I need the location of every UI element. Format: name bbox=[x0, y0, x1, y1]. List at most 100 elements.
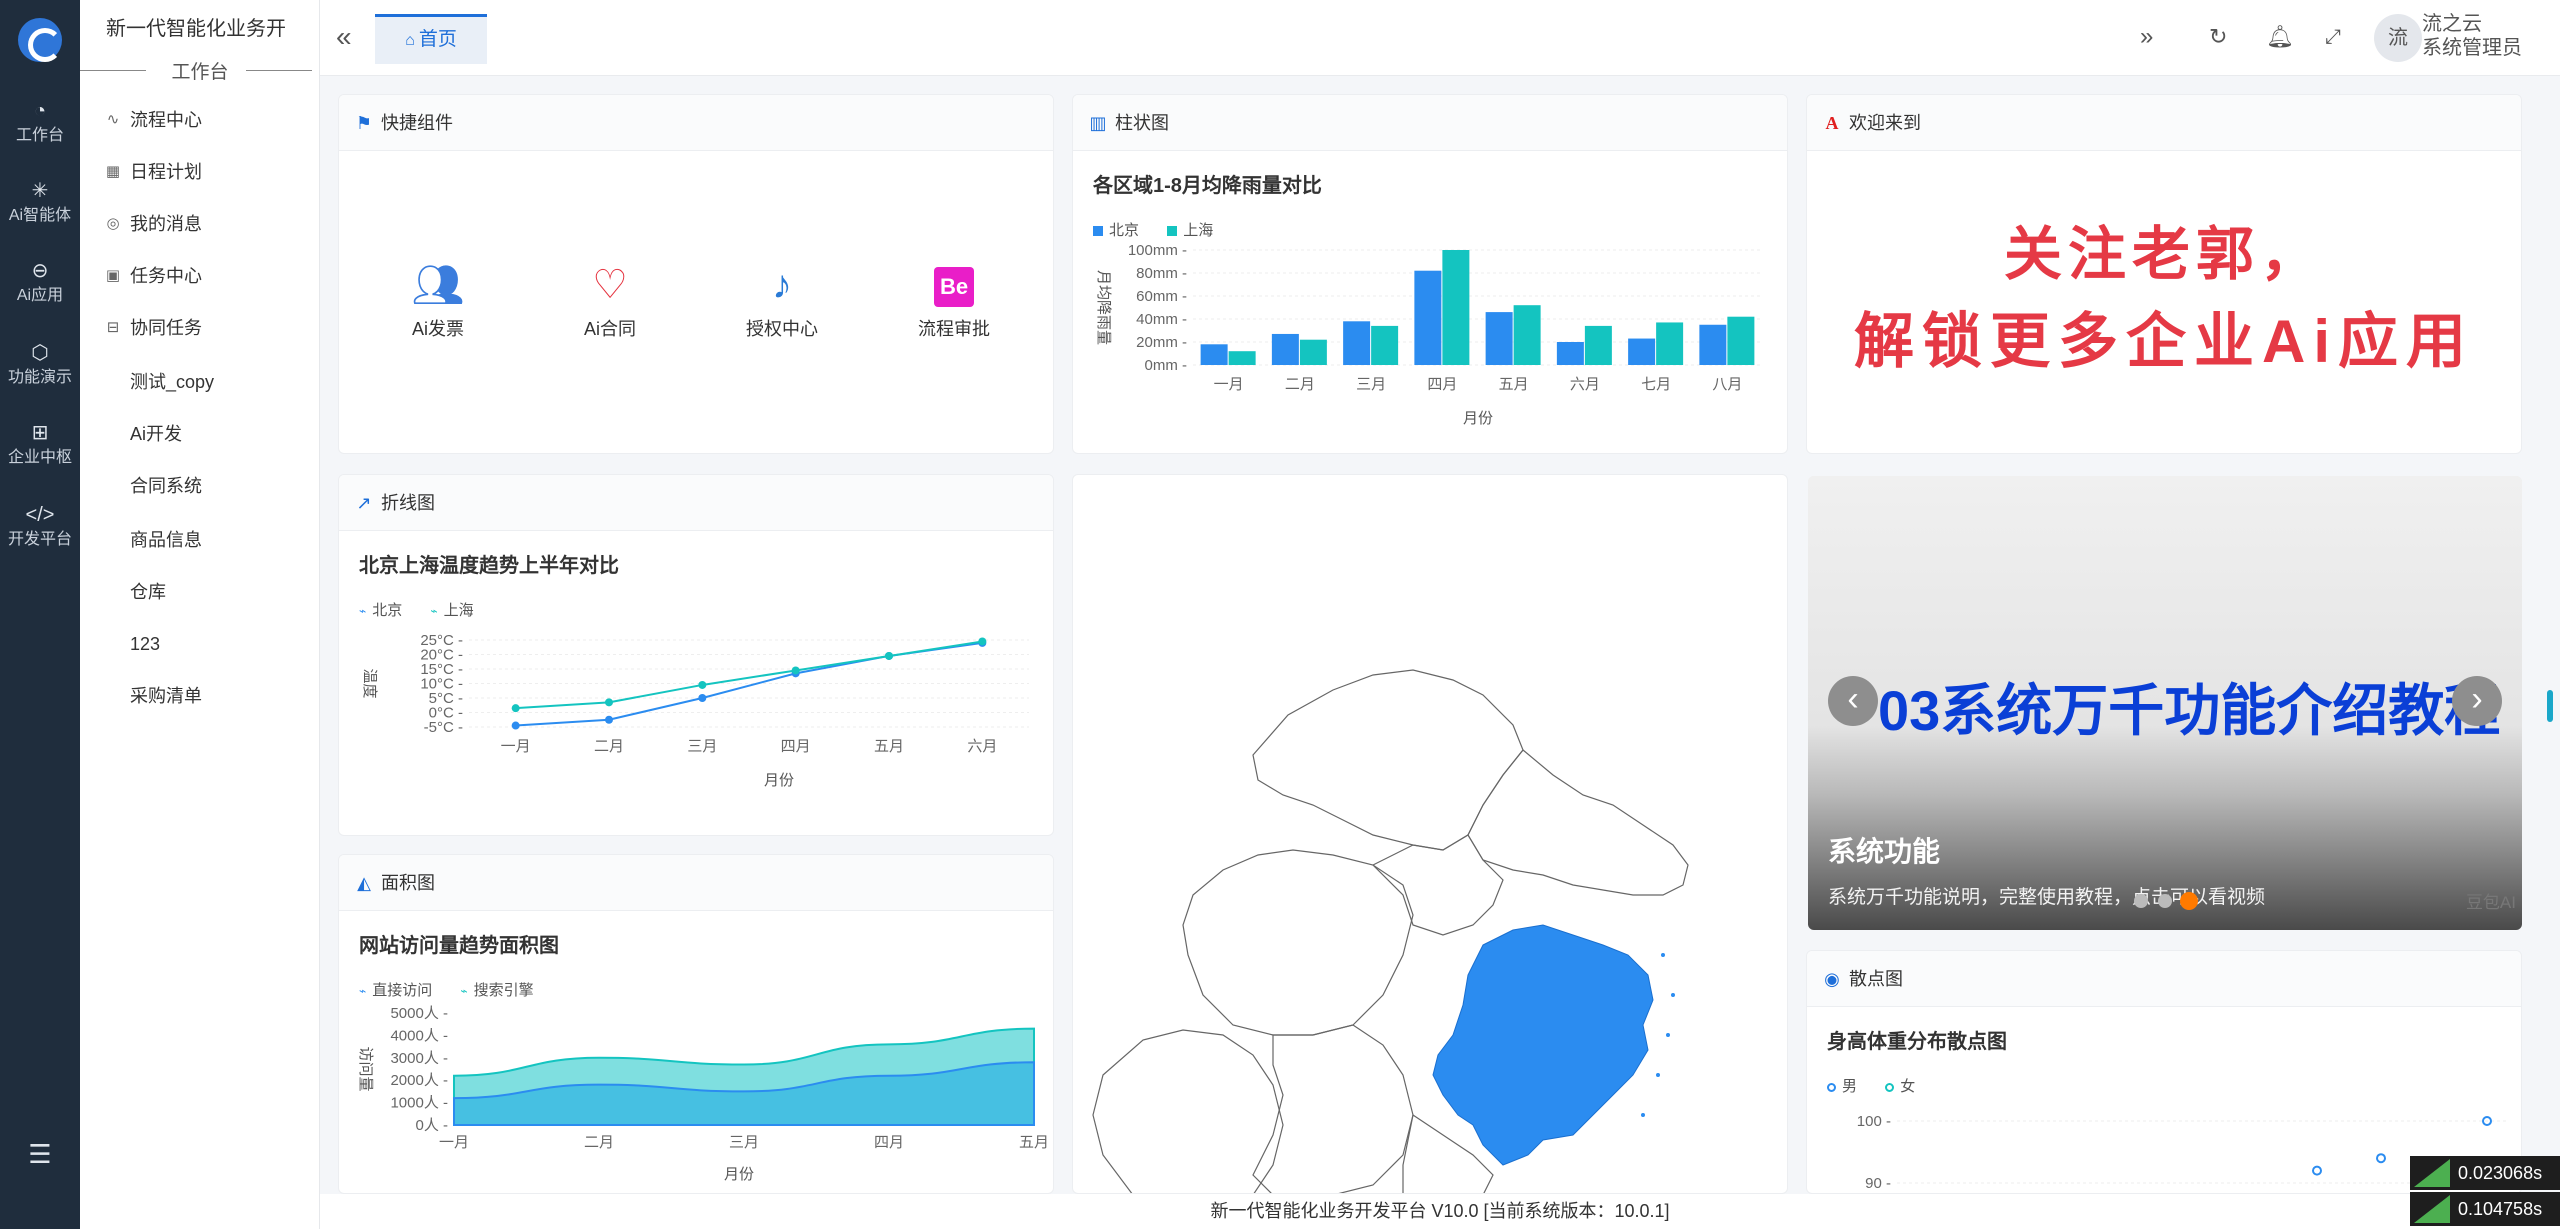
hearing-icon: ♪ bbox=[772, 263, 792, 307]
bar-shanghai bbox=[1299, 339, 1327, 365]
bar-shanghai bbox=[1228, 351, 1256, 365]
sidebar-item-purchase-list[interactable]: 采购清单 bbox=[80, 670, 318, 722]
carousel-next-icon[interactable]: › bbox=[2452, 676, 2502, 726]
line-chart-title: 北京上海温度趋势上半年对比 bbox=[359, 555, 619, 577]
rail-item-dev-platform[interactable]: </> 开发平台 bbox=[0, 494, 80, 564]
area-chart-title: 网站访问量趋势面积图 bbox=[359, 935, 559, 957]
sidebar-item-messages[interactable]: ◎ 我的消息 bbox=[80, 198, 318, 250]
quick-item-process-approval[interactable]: Be 流程审批 bbox=[894, 261, 1014, 341]
quick-item-auth-center[interactable]: ♪ 授权中心 bbox=[722, 261, 842, 341]
x-tick-label: 五月 bbox=[1019, 1134, 1049, 1151]
x-tick-label: 七月 bbox=[1641, 376, 1671, 393]
carousel-dot-2[interactable] bbox=[2158, 894, 2172, 908]
collapse-sidebar-icon[interactable]: « bbox=[336, 21, 352, 52]
carousel-prev-icon[interactable]: ‹ bbox=[1828, 676, 1878, 726]
y-tick-label: 40mm - bbox=[1136, 311, 1187, 328]
rail-item-workbench[interactable]: ◔ 工作台 bbox=[0, 90, 80, 160]
tab-home[interactable]: ⌂ 首页 bbox=[375, 14, 487, 64]
y-tick-label: 3000人 - bbox=[390, 1050, 448, 1067]
sidebar-item-collab-task[interactable]: ⊟ 协同任务 bbox=[80, 302, 318, 354]
rail-item-demo[interactable]: ⬡ 功能演示 bbox=[0, 332, 80, 402]
legend-label: 搜索引擎 bbox=[473, 982, 534, 999]
quick-item-label: 流程审批 bbox=[918, 319, 990, 339]
map-region-south bbox=[1252, 1024, 1414, 1193]
card-header: ▥ 柱状图 bbox=[1073, 95, 1787, 151]
legend-item-beijing[interactable]: 北京 bbox=[1093, 219, 1139, 240]
quick-item-label: Ai合同 bbox=[583, 319, 636, 339]
app-title: 新一代智能化业务开 bbox=[106, 18, 286, 40]
sidebar-item-label: 我的消息 bbox=[130, 214, 202, 234]
y-tick-label: 90 - bbox=[1865, 1175, 1891, 1192]
legend-item-male[interactable]: 男 bbox=[1827, 1075, 1857, 1096]
avatar[interactable]: 流 bbox=[2374, 14, 2422, 62]
sidebar-item-123[interactable]: 123 bbox=[80, 618, 318, 670]
point-beijing bbox=[698, 694, 707, 702]
group-title-text: 工作台 bbox=[171, 62, 229, 83]
point-shanghai bbox=[511, 704, 520, 713]
legend-item-shanghai[interactable]: 上海 bbox=[1167, 219, 1213, 240]
carousel[interactable]: 03系统万千功能介绍教程 ‹ › 系统功能 系统万千功能说明，完整使用教程，点击… bbox=[1808, 476, 2522, 930]
dashboard-icon: ◔ bbox=[33, 100, 47, 122]
fullscreen-icon[interactable]: ⤢ bbox=[2325, 26, 2341, 48]
bar-beijing bbox=[1271, 333, 1299, 365]
point-male bbox=[2312, 1165, 2322, 1176]
sidebar-item-label: 流程中心 bbox=[130, 110, 202, 130]
rail-item-ai-app[interactable]: ⊖ Ai应用 bbox=[0, 250, 80, 320]
sidebar-item-test-copy[interactable]: 测试_copy bbox=[80, 356, 318, 408]
refresh-icon[interactable]: ↻ bbox=[2209, 24, 2228, 49]
quick-item-ai-contract[interactable]: ♡ Ai合同 bbox=[550, 261, 670, 341]
sidebar: 新一代智能化业务开 工作台 ∿ 流程中心 ▦ 日程计划 ◎ 我的消息 ▣ 任务中心 ⊟ 协… bbox=[80, 0, 320, 1229]
map-region-selected bbox=[1432, 924, 1654, 1166]
x-tick-label: 三月 bbox=[687, 738, 717, 755]
legend-item-search[interactable]: ⌁ 搜索引擎 bbox=[460, 982, 534, 999]
sidebar-item-ai-dev[interactable]: Ai开发 bbox=[80, 408, 318, 460]
tabs-scroll-right-icon[interactable]: » bbox=[2140, 23, 2154, 50]
quick-item-ai-invoice[interactable]: 👥︎ Ai发票 bbox=[378, 261, 498, 341]
sidebar-item-contract[interactable]: 合同系统 bbox=[80, 460, 318, 512]
behance-icon: Be bbox=[894, 261, 1014, 309]
x-tick-label: 二月 bbox=[584, 1134, 614, 1151]
point-beijing bbox=[511, 721, 520, 730]
province-map[interactable] bbox=[1073, 475, 1788, 1194]
legend-label: 北京 bbox=[372, 602, 403, 619]
x-tick-label: 二月 bbox=[1285, 376, 1315, 393]
sidebar-item-process-center[interactable]: ∿ 流程中心 bbox=[80, 94, 318, 146]
line-chart-icon: ↗ bbox=[356, 493, 372, 513]
map-region-southeast bbox=[1402, 1114, 1494, 1193]
map-card bbox=[1072, 474, 1788, 1194]
icon-rail: ◔ 工作台 ✳ Ai智能体 ⊖ Ai应用 ⬡ 功能演示 ⊞ 企业中枢 </> 开… bbox=[0, 0, 80, 1229]
legend-item-beijing[interactable]: ⌁ 北京 bbox=[359, 602, 403, 619]
sidebar-item-product[interactable]: 商品信息 bbox=[80, 514, 318, 566]
sidebar-item-label: 合同系统 bbox=[130, 476, 202, 496]
code-icon: </> bbox=[25, 504, 55, 526]
scatter-chart-card: ◉ 散点图 身高体重分布散点图 男 女 90 - 100 - bbox=[1806, 950, 2522, 1194]
user-name[interactable]: 流之云 bbox=[2422, 13, 2482, 35]
sidebar-item-schedule[interactable]: ▦ 日程计划 bbox=[80, 146, 318, 198]
legend-item-female[interactable]: 女 bbox=[1885, 1075, 1915, 1096]
menu-collapse-icon[interactable]: ☰ bbox=[28, 1139, 52, 1169]
legend-item-direct[interactable]: ⌁ 直接访问 bbox=[359, 982, 433, 999]
bar-chart-card: ▥ 柱状图 各区域1-8月均降雨量对比 北京 上海 0mm - 20mm - 40mm… bbox=[1072, 94, 1788, 454]
rail-item-enterprise[interactable]: ⊞ 企业中枢 bbox=[0, 412, 80, 482]
scrollbar-thumb[interactable] bbox=[2547, 690, 2553, 722]
card-header: ↗ 折线图 bbox=[339, 475, 1053, 531]
card-header: ◭ 面积图 bbox=[339, 855, 1053, 911]
bar-beijing bbox=[1628, 338, 1656, 365]
legend-item-shanghai[interactable]: ⌁ 上海 bbox=[430, 602, 474, 619]
carousel-dot-1[interactable] bbox=[2134, 894, 2148, 908]
bell-icon[interactable]: 🔔︎ bbox=[2266, 24, 2294, 49]
carousel-slide-image[interactable] bbox=[1808, 476, 2522, 930]
rail-item-ai-agent[interactable]: ✳ Ai智能体 bbox=[0, 170, 80, 240]
logo-icon[interactable] bbox=[18, 18, 62, 62]
sidebar-item-task-center[interactable]: ▣ 任务中心 bbox=[80, 250, 318, 302]
card-header: A 欢迎来到 bbox=[1807, 95, 2521, 151]
card-title: 欢迎来到 bbox=[1849, 113, 1921, 133]
welcome-line-2: 解锁更多企业Ai应用 bbox=[1854, 308, 2474, 375]
x-axis-label: 月份 bbox=[724, 1166, 754, 1183]
x-tick-label: 六月 bbox=[967, 738, 997, 755]
carousel-dot-3[interactable] bbox=[2180, 892, 2198, 910]
y-tick-label: 5°C - bbox=[429, 690, 463, 707]
perf-icon bbox=[2414, 1195, 2450, 1223]
y-tick-label: 20°C - bbox=[420, 647, 463, 664]
sidebar-item-warehouse[interactable]: 仓库 bbox=[80, 566, 318, 618]
